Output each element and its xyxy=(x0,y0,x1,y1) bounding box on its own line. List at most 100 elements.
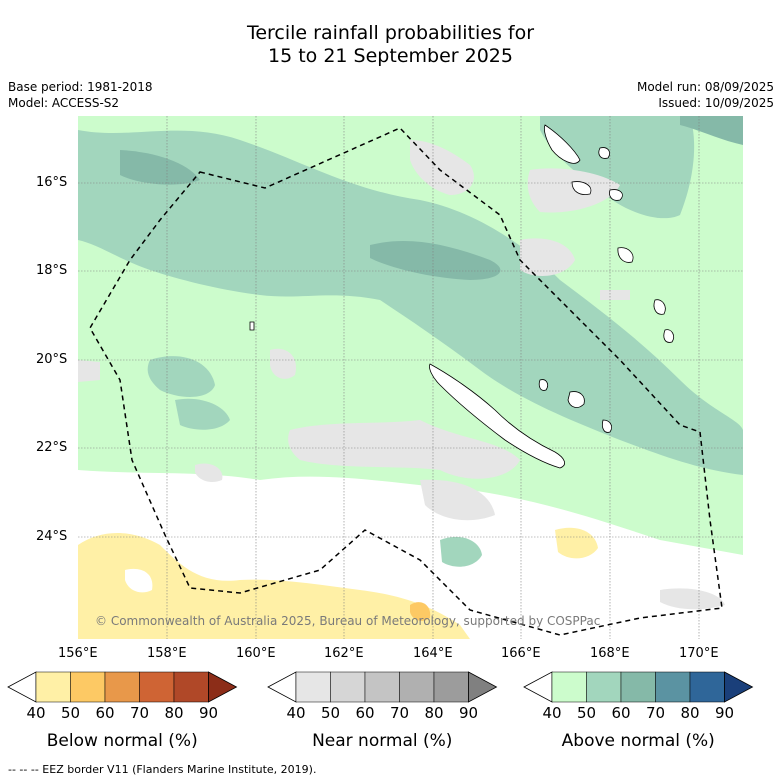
colorbar-tick-label: 50 xyxy=(60,704,81,722)
lon-tick-156e: 156°E xyxy=(58,646,98,661)
lon-tick-166e: 166°E xyxy=(501,646,541,661)
vanuatu-island xyxy=(544,124,581,164)
model-name: Model: ACCESS-S2 xyxy=(8,96,120,110)
above-normal-60-70-patch xyxy=(680,116,743,145)
near-normal-40-50-patch xyxy=(600,290,630,300)
colorbar-max-extend xyxy=(468,671,498,703)
colorbar-segment xyxy=(295,671,331,703)
colorbar-below xyxy=(7,671,238,703)
near-normal-40-50-patch xyxy=(660,588,725,610)
near-normal-40-50-patch xyxy=(195,463,223,483)
new-caledonia-island xyxy=(429,363,565,469)
no-dominant-tercile-patch xyxy=(125,568,153,593)
title-line-1: Tercile rainfall probabilities for xyxy=(246,22,535,44)
vanuatu-island xyxy=(571,181,592,195)
colorbar-tick-label: 90 xyxy=(198,704,219,722)
title-line-2: 15 to 21 September 2025 xyxy=(268,45,513,67)
near-normal-40-50-patch xyxy=(527,168,620,213)
colorbar-segment xyxy=(330,671,366,703)
near-normal-40-50-patch xyxy=(288,420,520,479)
colorbar-near xyxy=(267,671,498,703)
colorbar-segment xyxy=(35,671,71,703)
colorbar-tick-label: 60 xyxy=(355,704,375,722)
chesterfield-islet xyxy=(249,321,255,331)
colorbar-tick-label: 80 xyxy=(680,704,700,722)
near-normal-40-50-patch xyxy=(270,348,296,379)
near-normal-40-50-patch xyxy=(520,238,575,276)
lat-tick-16s: 16°S xyxy=(36,175,68,190)
vanuatu-island xyxy=(663,329,674,343)
colorbar-tick-label: 40 xyxy=(26,704,46,722)
above-normal-50-60-patch xyxy=(147,356,215,397)
colorbar-tick-label: 90 xyxy=(458,704,479,722)
lon-tick-162e: 162°E xyxy=(324,646,364,661)
lat-tick-22s: 22°S xyxy=(36,440,68,455)
below-normal-50-60-patch xyxy=(410,602,431,621)
issued-date: Issued: 10/09/2025 xyxy=(658,96,774,110)
colorbar-tick-label: 60 xyxy=(611,704,631,722)
near-normal-40-50-patch xyxy=(78,360,100,382)
colorbar-segment xyxy=(433,671,469,703)
above-normal-60-70-patch xyxy=(370,240,501,280)
loyalty-island xyxy=(602,419,612,433)
colorbar-segment xyxy=(104,671,140,703)
colorbar-min-extend xyxy=(267,671,297,703)
above-normal-50-60-patch xyxy=(175,398,230,430)
coastlines xyxy=(249,124,674,469)
copyright-notice: © Commonwealth of Australia 2025, Bureau… xyxy=(95,614,601,628)
colorbar-max-extend xyxy=(724,671,754,703)
colorbar-above-title: Above normal (%) xyxy=(561,731,715,751)
colorbar-segment xyxy=(173,671,209,703)
colorbar-segment xyxy=(655,671,691,703)
loyalty-island xyxy=(567,391,585,408)
above-normal-50-60-patch xyxy=(440,536,482,567)
lon-tick-160e: 160°E xyxy=(236,646,276,661)
colorbar-tick-label: 80 xyxy=(424,704,444,722)
lat-tick-20s: 20°S xyxy=(36,352,68,367)
near-normal-40-50-patch xyxy=(420,479,495,521)
vanuatu-island xyxy=(653,299,666,315)
colorbar-tick-label: 40 xyxy=(542,704,562,722)
lat-tick-24s: 24°S xyxy=(36,529,68,544)
lon-tick-168e: 168°E xyxy=(590,646,630,661)
loyalty-island xyxy=(538,379,548,391)
colorbar-near-title: Near normal (%) xyxy=(312,731,453,751)
colorbar-segment xyxy=(586,671,622,703)
below-normal-40-50-region xyxy=(78,532,470,639)
lat-tick-18s: 18°S xyxy=(36,263,68,278)
lon-tick-158e: 158°E xyxy=(147,646,187,661)
colorbar-segment xyxy=(551,671,587,703)
colorbar-tick-label: 80 xyxy=(164,704,184,722)
model-run: Model run: 08/09/2025 xyxy=(636,80,774,94)
colorbar-segment xyxy=(139,671,175,703)
above-normal-50-60-patch xyxy=(540,116,695,219)
vanuatu-island xyxy=(609,189,623,201)
colorbar-segment xyxy=(399,671,435,703)
vanuatu-island xyxy=(598,147,610,159)
vanuatu-island xyxy=(617,247,634,263)
colorbar-tick-label: 70 xyxy=(645,704,666,722)
colorbar-segment xyxy=(364,671,400,703)
colorbar-segment xyxy=(689,671,725,703)
graticule xyxy=(78,116,743,639)
base-period: Base period: 1981-2018 xyxy=(8,80,153,94)
above-normal-50-60-band xyxy=(78,130,743,475)
colorbar-tick-label: 70 xyxy=(129,704,150,722)
colorbar-tick-label: 50 xyxy=(576,704,597,722)
colorbar-tick-label: 40 xyxy=(286,704,306,722)
colorbar-above xyxy=(523,671,754,703)
map-area[interactable] xyxy=(78,116,743,639)
colorbar-below-title: Below normal (%) xyxy=(46,731,198,751)
colorbar-segment xyxy=(620,671,656,703)
colorbar-tick-label: 50 xyxy=(320,704,341,722)
colorbar-min-extend xyxy=(523,671,553,703)
below-normal-40-50-patch xyxy=(555,527,598,559)
colorbar-min-extend xyxy=(7,671,37,703)
lon-tick-164e: 164°E xyxy=(413,646,453,661)
colorbar-max-extend xyxy=(208,671,238,703)
colorbar-tick-label: 90 xyxy=(714,704,735,722)
eez-border-line xyxy=(89,127,723,636)
colorbar-tick-label: 70 xyxy=(389,704,410,722)
colorbar-segment xyxy=(70,671,106,703)
